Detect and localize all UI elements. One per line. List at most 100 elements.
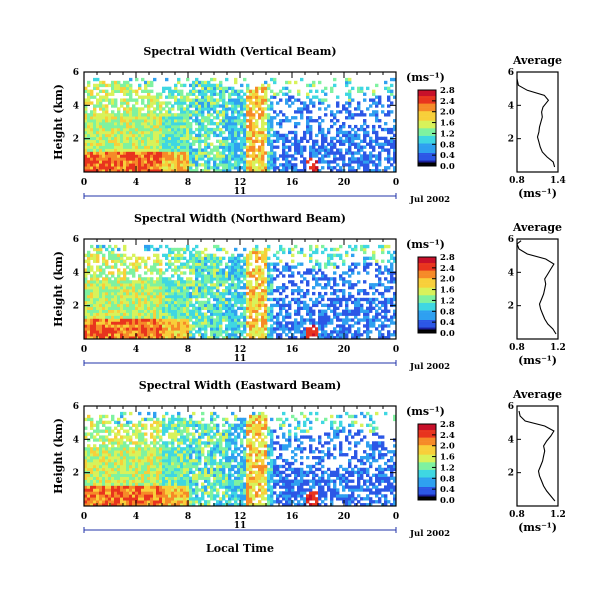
heatmap-cell (90, 324, 94, 328)
heatmap-cell (327, 315, 331, 319)
heatmap-cell (330, 321, 334, 325)
heatmap-cell (120, 312, 124, 316)
heatmap-cell (384, 336, 388, 340)
heatmap-cell (225, 148, 229, 152)
heatmap-cell (342, 271, 346, 275)
colorbar-tick-label: 1.2 (440, 296, 455, 306)
heatmap-cell (288, 89, 292, 93)
heatmap-cell (153, 291, 157, 296)
heatmap-cell (246, 133, 250, 138)
heatmap-cell (366, 256, 370, 260)
heatmap-cell (333, 309, 337, 313)
heatmap-cell (90, 321, 94, 325)
heatmap-cell (348, 148, 352, 152)
heatmap-cell (180, 110, 184, 114)
heatmap-cell (93, 130, 97, 135)
heatmap-cell (219, 300, 223, 305)
heatmap-cell (366, 321, 370, 325)
heatmap-cell (228, 318, 232, 322)
heatmap-cell (96, 244, 100, 249)
heatmap-cell (87, 124, 91, 129)
heatmap-cell (276, 250, 280, 255)
heatmap-cell (261, 336, 265, 340)
heatmap-cell (390, 101, 394, 105)
heatmap-cell (189, 312, 193, 316)
heatmap-cell (336, 283, 340, 287)
heatmap-cell (105, 247, 109, 252)
heatmap-cell (120, 309, 124, 313)
heatmap-cell (108, 297, 112, 302)
heatmap-cell (345, 303, 349, 308)
heatmap-cell (387, 98, 391, 102)
heatmap-cell (114, 300, 118, 305)
heatmap-cell (135, 268, 139, 272)
colorbar-segment (418, 260, 436, 263)
heatmap-cell (303, 253, 307, 258)
heatmap-cell (255, 294, 259, 299)
heatmap-cell (171, 274, 175, 278)
heatmap-cell (375, 110, 379, 114)
heatmap-cell (117, 274, 121, 278)
heatmap-cell (393, 119, 397, 123)
heatmap-cell (282, 315, 286, 319)
heatmap-cell (243, 92, 247, 96)
heatmap-cell (393, 139, 397, 143)
heatmap-cell (120, 327, 124, 331)
heatmap-cell (258, 166, 262, 170)
heatmap-cell (96, 274, 100, 278)
heatmap-cell (318, 268, 322, 272)
heatmap-cell (111, 291, 115, 296)
heatmap-cell (102, 482, 106, 486)
heatmap-cell (246, 139, 250, 143)
heatmap-cell (144, 116, 148, 120)
heatmap-cell (264, 286, 268, 290)
heatmap-cell (117, 127, 121, 132)
heatmap-cell (381, 327, 385, 331)
heatmap-cell (186, 289, 190, 293)
heatmap-cell (174, 154, 178, 158)
heatmap-cell (339, 142, 343, 146)
heatmap-cell (141, 259, 145, 263)
heatmap-cell (126, 283, 130, 287)
heatmap-cell (348, 101, 352, 105)
heatmap-cell (126, 113, 130, 117)
heatmap-cell (129, 127, 133, 132)
heatmap-cell (216, 324, 220, 328)
heatmap-cell (297, 262, 301, 266)
heatmap-cell (282, 145, 286, 149)
heatmap-cell (105, 297, 109, 302)
heatmap-cell (306, 160, 310, 164)
heatmap-cell (246, 286, 250, 290)
heatmap-cell (90, 488, 94, 492)
heatmap-cell (216, 145, 220, 149)
heatmap-cell (123, 154, 127, 158)
heatmap-cell (174, 127, 178, 132)
heatmap-cell (261, 86, 265, 91)
heatmap-cell (129, 157, 133, 161)
heatmap-cell (306, 83, 310, 88)
heatmap-cell (102, 503, 106, 507)
heatmap-cell (165, 127, 169, 132)
heatmap-cell (120, 101, 124, 105)
heatmap-cell (219, 280, 223, 284)
heatmap-cell (342, 124, 346, 129)
heatmap-cell (108, 291, 112, 296)
heatmap-cell (141, 145, 145, 149)
heatmap-cell (234, 303, 238, 308)
heatmap-cell (228, 297, 232, 302)
heatmap-cell (201, 277, 205, 281)
heatmap-cell (264, 127, 268, 132)
heatmap-cell (207, 80, 211, 85)
heatmap-cell (126, 327, 130, 331)
heatmap-cell (315, 327, 319, 331)
heatmap-cell (165, 104, 169, 108)
heatmap-cell (105, 262, 109, 266)
heatmap-cell (288, 139, 292, 143)
heatmap-cell (90, 136, 94, 141)
heatmap-cell (93, 461, 97, 466)
heatmap-cell (141, 122, 145, 126)
colorbar-segment (418, 133, 436, 136)
heatmap-cell (90, 268, 94, 272)
heatmap-cell (300, 318, 304, 322)
x-tick-label: 20 (338, 178, 351, 188)
